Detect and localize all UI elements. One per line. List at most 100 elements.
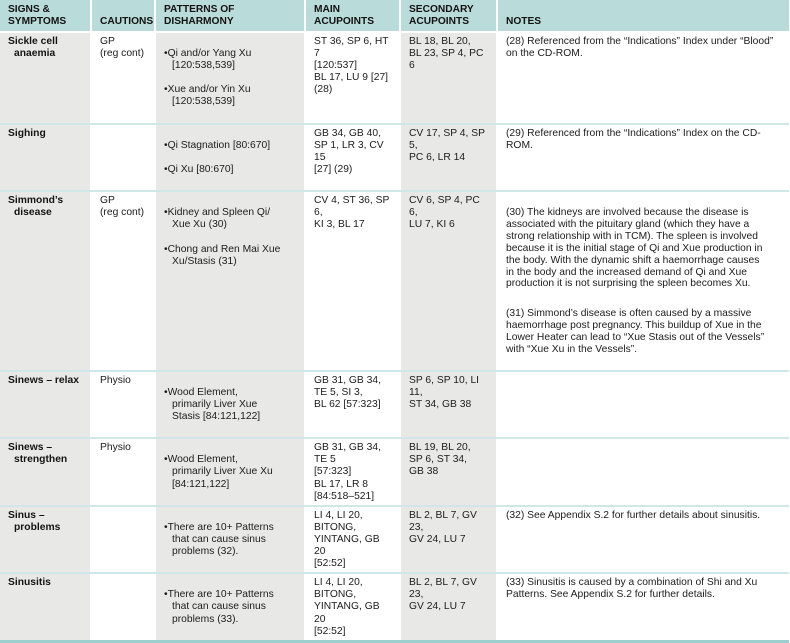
table-row-sickle-cell-anaemia: Sickle cell anaemia GP (reg cont) Qi and… bbox=[0, 31, 789, 123]
cell-cautions: Physio bbox=[92, 371, 156, 438]
cell-notes bbox=[498, 439, 789, 505]
cell-secondary-acupoints: BL 18, BL 20, BL 23, SP 4, PC 6 bbox=[401, 33, 498, 123]
table-row-sighing: Sighing Qi Stagnation [80:670] Qi Xu [80… bbox=[0, 122, 789, 191]
cell-secondary-acupoints: BL 19, BL 20, SP 6, ST 34, GB 38 bbox=[401, 439, 498, 505]
note-paragraph: (32) See Appendix S.2 for further detail… bbox=[506, 509, 761, 521]
header-notes: NOTES bbox=[498, 0, 789, 31]
cell-main-acupoints: GB 34, GB 40, SP 1, LR 3, CV 15 [27] (29… bbox=[306, 124, 401, 191]
secondary-acupoints-text: CV 6, SP 4, PC 6, LU 7, KI 6 bbox=[409, 195, 480, 231]
pattern-item: There are 10+ Patterns that can cause si… bbox=[164, 522, 298, 558]
cell-secondary-acupoints: CV 17, SP 4, SP 5, PC 6, LR 14 bbox=[401, 124, 498, 191]
cell-signs: Sickle cell anaemia bbox=[0, 33, 92, 123]
cell-cautions bbox=[92, 574, 156, 640]
cell-patterns: Kidney and Spleen Qi/ Xue Xu (30) Chong … bbox=[156, 192, 306, 370]
pattern-item: Qi and/or Yang Xu [120:538,539] bbox=[164, 48, 298, 72]
cell-main-acupoints: GB 31, GB 34, TE 5, SI 3, BL 62 [57:323] bbox=[306, 371, 401, 438]
cell-main-acupoints: LI 4, LI 20, BITONG, YINTANG, GB 20 [52:… bbox=[306, 574, 401, 640]
caution-text: GP (reg cont) bbox=[100, 195, 145, 219]
pattern-item: There are 10+ Patterns that can cause si… bbox=[164, 589, 298, 625]
header-cautions: CAUTIONS bbox=[92, 0, 156, 31]
sign-symptom-label: Sinus – problems bbox=[8, 509, 61, 533]
header-signs-symptoms: SIGNS & SYMPTOMS bbox=[0, 0, 92, 31]
sign-symptom-label: Simmond’s disease bbox=[8, 195, 64, 219]
secondary-acupoints-text: SP 6, SP 10, LI 11, ST 34, GB 38 bbox=[409, 374, 480, 410]
secondary-acupoints-text: BL 2, BL 7, GV 23, GV 24, LU 7 bbox=[409, 577, 477, 613]
main-acupoints-text: GB 31, GB 34, TE 5 [57:323] BL 17, LR 8 … bbox=[314, 442, 381, 502]
secondary-acupoints-text: BL 18, BL 20, BL 23, SP 4, PC 6 bbox=[409, 36, 484, 72]
cell-signs: Sinusitis bbox=[0, 574, 92, 640]
secondary-acupoints-text: BL 2, BL 7, GV 23, GV 24, LU 7 bbox=[409, 509, 477, 545]
cell-patterns: There are 10+ Patterns that can cause si… bbox=[156, 574, 306, 640]
header-label: CAUTIONS bbox=[100, 16, 154, 27]
pattern-item: Wood Element, primarily Liver Xue Stasis… bbox=[164, 387, 298, 423]
note-paragraph: (31) Simmond’s disease is often caused b… bbox=[506, 308, 765, 355]
table-header-row: SIGNS & SYMPTOMS CAUTIONS PATTERNS OF DI… bbox=[0, 0, 789, 31]
pattern-item: Qi Stagnation [80:670] bbox=[164, 140, 298, 152]
note-paragraph: (29) Referenced from the “Indications” I… bbox=[506, 127, 761, 151]
cell-notes: (32) See Appendix S.2 for further detail… bbox=[498, 506, 789, 573]
header-patterns-of-disharmony: PATTERNS OF DISHARMONY bbox=[156, 0, 306, 31]
main-acupoints-text: GB 31, GB 34, TE 5, SI 3, BL 62 [57:323] bbox=[314, 374, 381, 410]
cell-signs: Sinews – strengthen bbox=[0, 439, 92, 505]
cell-cautions bbox=[92, 124, 156, 191]
note-paragraph: (33) Sinusitis is caused by a combinatio… bbox=[506, 577, 758, 601]
cell-patterns: Wood Element, primarily Liver Xue Stasis… bbox=[156, 371, 306, 438]
header-label: SECONDARY ACUPOINTS bbox=[409, 4, 474, 27]
table-row-sinusitis: Sinusitis There are 10+ Patterns that ca… bbox=[0, 572, 789, 640]
pattern-item: Kidney and Spleen Qi/ Xue Xu (30) bbox=[164, 207, 298, 231]
sign-symptom-label: Sickle cell anaemia bbox=[8, 36, 58, 60]
header-main-acupoints: MAIN ACUPOINTS bbox=[306, 0, 401, 31]
caution-text: Physio bbox=[100, 374, 131, 386]
cell-notes: (30) The kidneys are involved because th… bbox=[498, 192, 789, 370]
sign-symptom-label: Sinews – relax bbox=[8, 374, 79, 386]
cell-secondary-acupoints: CV 6, SP 4, PC 6, LU 7, KI 6 bbox=[401, 192, 498, 370]
note-paragraph: (28) Referenced from the “Indications” I… bbox=[506, 36, 774, 59]
pattern-item: Chong and Ren Mai Xue Xu/Stasis (31) bbox=[164, 244, 298, 268]
caution-text: Physio bbox=[100, 442, 131, 454]
table-row-sinus-problems: Sinus – problems There are 10+ Patterns … bbox=[0, 504, 789, 573]
cell-patterns: There are 10+ Patterns that can cause si… bbox=[156, 506, 306, 573]
cell-secondary-acupoints: SP 6, SP 10, LI 11, ST 34, GB 38 bbox=[401, 371, 498, 438]
cell-main-acupoints: LI 4, LI 20, BITONG, YINTANG, GB 20 [52:… bbox=[306, 506, 401, 573]
cell-cautions: Physio bbox=[92, 439, 156, 505]
sign-symptom-label: Sinusitis bbox=[8, 577, 51, 589]
secondary-acupoints-text: BL 19, BL 20, SP 6, ST 34, GB 38 bbox=[409, 442, 471, 478]
cell-secondary-acupoints: BL 2, BL 7, GV 23, GV 24, LU 7 bbox=[401, 506, 498, 573]
pattern-item: Xue and/or Yin Xu [120:538,539] bbox=[164, 84, 298, 108]
main-acupoints-text: ST 36, SP 6, HT 7 [120:537] BL 17, LU 9 … bbox=[314, 36, 389, 96]
header-label: NOTES bbox=[506, 16, 542, 27]
main-acupoints-text: LI 4, LI 20, BITONG, YINTANG, GB 20 [52:… bbox=[314, 577, 380, 637]
cell-cautions: GP (reg cont) bbox=[92, 33, 156, 123]
header-label: MAIN ACUPOINTS bbox=[314, 4, 374, 27]
sign-symptom-label: Sighing bbox=[8, 127, 46, 139]
main-acupoints-text: CV 4, ST 36, SP 6, KI 3, BL 17 bbox=[314, 195, 390, 231]
header-label: SIGNS & SYMPTOMS bbox=[8, 4, 67, 27]
cell-cautions: GP (reg cont) bbox=[92, 192, 156, 370]
cell-signs: Sinus – problems bbox=[0, 506, 92, 573]
note-paragraph: (30) The kidneys are involved because th… bbox=[506, 207, 763, 290]
pattern-item: Wood Element, primarily Liver Xue Xu [84… bbox=[164, 454, 298, 490]
cell-secondary-acupoints: BL 2, BL 7, GV 23, GV 24, LU 7 bbox=[401, 574, 498, 640]
cell-cautions bbox=[92, 506, 156, 573]
sign-symptom-label: Sinews – strengthen bbox=[8, 442, 68, 466]
cell-signs: Sighing bbox=[0, 124, 92, 191]
cell-notes: (28) Referenced from the “Indications” I… bbox=[498, 33, 789, 123]
cell-patterns: Qi Stagnation [80:670] Qi Xu [80:670] bbox=[156, 124, 306, 191]
cell-main-acupoints: ST 36, SP 6, HT 7 [120:537] BL 17, LU 9 … bbox=[306, 33, 401, 123]
cell-notes: (29) Referenced from the “Indications” I… bbox=[498, 124, 789, 191]
table-row-simmonds-disease: Simmond’s disease GP (reg cont) Kidney a… bbox=[0, 190, 789, 370]
main-acupoints-text: GB 34, GB 40, SP 1, LR 3, CV 15 [27] (29… bbox=[314, 127, 384, 175]
cell-patterns: Qi and/or Yang Xu [120:538,539] Xue and/… bbox=[156, 33, 306, 123]
cell-notes: (33) Sinusitis is caused by a combinatio… bbox=[498, 574, 789, 640]
main-acupoints-text: LI 4, LI 20, BITONG, YINTANG, GB 20 [52:… bbox=[314, 509, 380, 570]
cell-signs: Sinews – relax bbox=[0, 371, 92, 438]
cell-signs: Simmond’s disease bbox=[0, 192, 92, 370]
cell-notes bbox=[498, 371, 789, 438]
pattern-item: Qi Xu [80:670] bbox=[164, 164, 298, 176]
header-label: PATTERNS OF DISHARMONY bbox=[164, 4, 235, 27]
cell-patterns: Wood Element, primarily Liver Xue Xu [84… bbox=[156, 439, 306, 505]
cell-main-acupoints: GB 31, GB 34, TE 5 [57:323] BL 17, LR 8 … bbox=[306, 439, 401, 505]
header-secondary-acupoints: SECONDARY ACUPOINTS bbox=[401, 0, 498, 31]
table-row-sinews-strengthen: Sinews – strengthen Physio Wood Element,… bbox=[0, 437, 789, 505]
